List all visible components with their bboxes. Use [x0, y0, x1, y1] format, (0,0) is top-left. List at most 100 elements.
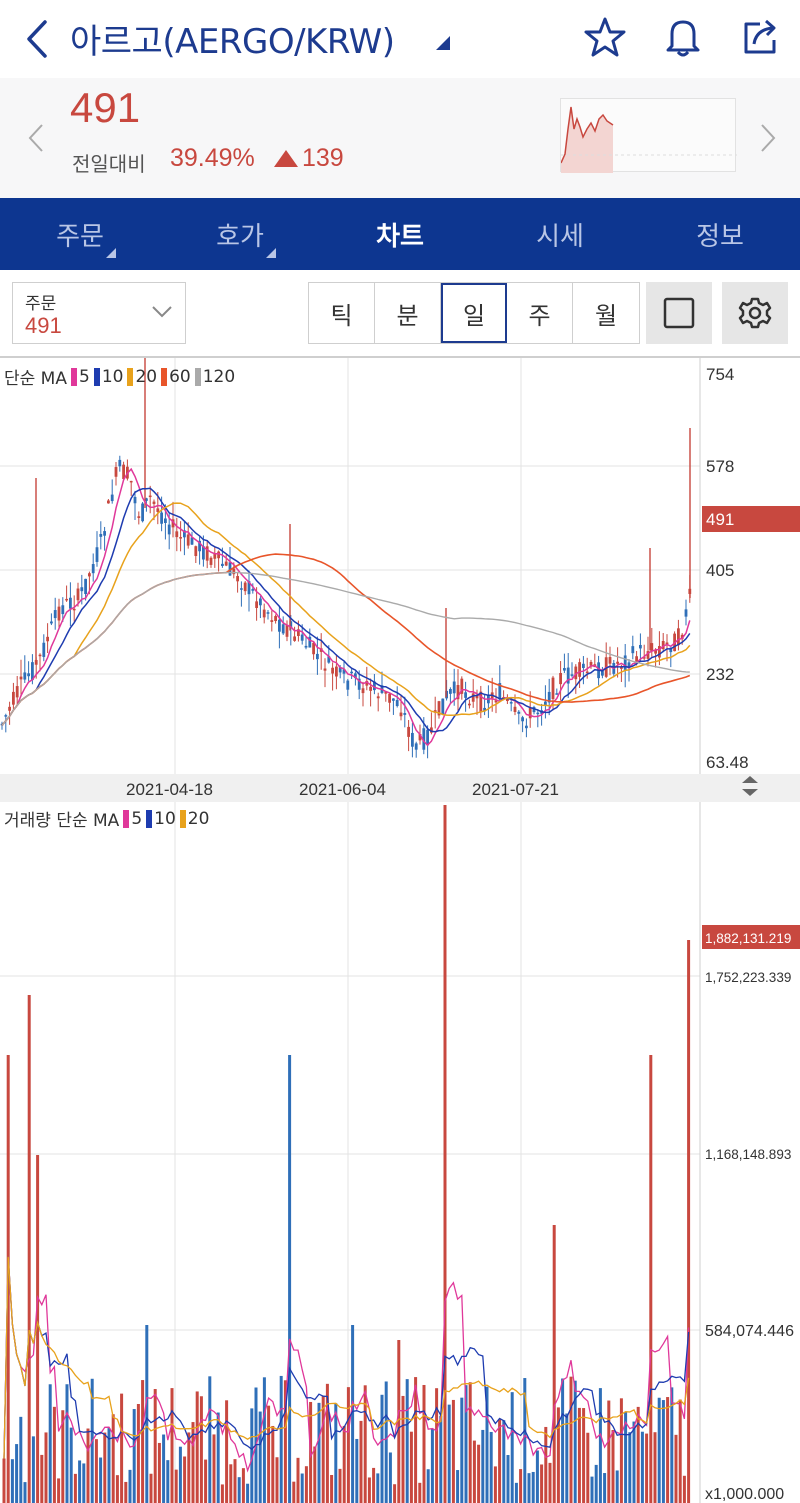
candle-body: [361, 688, 365, 694]
pane-resize-icon[interactable]: [742, 776, 758, 796]
tab-chart[interactable]: 차트: [320, 198, 480, 270]
prev-coin-button[interactable]: [24, 118, 48, 158]
period-day-button[interactable]: 일: [441, 283, 507, 343]
fullscreen-button[interactable]: [646, 282, 712, 344]
volume-bar: [376, 1473, 380, 1503]
legend-ma5: 5: [131, 808, 143, 829]
tab-orderbook[interactable]: 호가: [160, 198, 320, 270]
volume-bar: [372, 1467, 376, 1503]
candle-body: [449, 688, 452, 694]
volume-bar: [586, 1432, 590, 1503]
back-button[interactable]: [22, 16, 52, 62]
candle-body: [441, 698, 445, 715]
candle-body: [437, 701, 441, 716]
tab-label: 호가: [216, 221, 264, 252]
candle-body: [300, 634, 304, 641]
candle-body: [650, 643, 654, 652]
volume-bar: [418, 1482, 422, 1503]
tab-order[interactable]: 주문: [0, 198, 160, 270]
volume-bar: [31, 1436, 35, 1503]
chart-canvas[interactable]: 754 578 405 232 63.48 491 2021-04-18 202…: [0, 358, 800, 1503]
volume-bar: [582, 1408, 586, 1503]
tab-menu-icon: [106, 248, 116, 258]
chart-area[interactable]: 754 578 405 232 63.48 491 2021-04-18 202…: [0, 356, 800, 1503]
candle-body: [669, 647, 673, 653]
candle-body: [684, 609, 688, 617]
period-selector: 틱 분 일 주 월: [308, 282, 640, 344]
period-month-button[interactable]: 월: [573, 283, 639, 343]
order-select[interactable]: 주문 491: [12, 282, 186, 344]
alert-button[interactable]: [660, 14, 706, 60]
candle-body: [338, 667, 342, 673]
candle-body: [623, 655, 627, 670]
period-week-button[interactable]: 주: [507, 283, 573, 343]
candle-body: [665, 642, 669, 645]
candle-body: [323, 668, 327, 671]
volume-bar: [535, 1450, 539, 1503]
volume-bar: [447, 1404, 451, 1503]
chart-toolbar: 주문 491 틱 분 일 주 월: [0, 270, 800, 356]
volume-bar: [233, 1459, 237, 1503]
candle-body: [171, 519, 175, 528]
volume-bar: [401, 1395, 405, 1503]
candle-body: [350, 671, 353, 674]
candle-body: [354, 673, 357, 679]
candle-body: [88, 573, 91, 577]
candle-body: [563, 668, 566, 671]
volume-bar: [279, 1375, 283, 1503]
volume-bar: [191, 1422, 195, 1503]
volume-bar: [355, 1438, 359, 1503]
volume-bar: [674, 1434, 678, 1503]
candle-body: [175, 531, 179, 538]
candle-body: [255, 601, 258, 608]
candle-body: [525, 725, 528, 729]
volume-bar: [52, 1406, 56, 1503]
candle-body: [46, 636, 49, 642]
volume-bar: [682, 1475, 686, 1503]
candle-body: [616, 661, 619, 664]
volume-bar: [128, 1469, 132, 1503]
volume-bar: [577, 1407, 581, 1503]
volume-bar: [338, 1468, 342, 1503]
share-button[interactable]: [738, 14, 784, 60]
candle-body: [118, 459, 122, 467]
favorite-button[interactable]: [582, 14, 628, 60]
candle-body: [430, 727, 433, 733]
period-minute-button[interactable]: 분: [375, 283, 441, 343]
candle-body: [148, 495, 152, 498]
chevron-left-icon: [27, 20, 47, 58]
volume-bar: [262, 1377, 266, 1503]
candle-body: [517, 711, 521, 714]
candle-body: [654, 649, 657, 654]
next-coin-button[interactable]: [756, 118, 780, 158]
volume-bar: [111, 1414, 115, 1503]
volume-bar: [157, 1442, 161, 1503]
period-tick-button[interactable]: 틱: [309, 283, 375, 343]
volume-bar: [288, 1055, 292, 1503]
page-title[interactable]: 아르고(AERGO/KRW): [70, 22, 395, 62]
volume-bar: [670, 1387, 674, 1503]
volume-bar: [540, 1464, 544, 1503]
title-dropdown-icon[interactable]: [436, 36, 450, 50]
main-tabs: 주문 호가 차트 시세 정보: [0, 198, 800, 270]
settings-button[interactable]: [722, 282, 788, 344]
volume-bar: [107, 1428, 111, 1503]
volume-bar: [195, 1391, 199, 1503]
tab-info[interactable]: 정보: [640, 198, 800, 270]
legend-ma60: 60: [169, 366, 191, 387]
volume-bar: [141, 1380, 145, 1503]
candle-body: [479, 691, 483, 713]
date-axis-label: 2021-06-04: [299, 780, 386, 799]
legend-swatch: [146, 809, 153, 828]
tab-market-price[interactable]: 시세: [480, 198, 640, 270]
candle-body: [72, 608, 76, 611]
tab-menu-icon: [266, 248, 276, 258]
gear-icon: [738, 297, 772, 329]
candle-body: [308, 636, 312, 648]
candle-body: [388, 693, 391, 703]
volume-bar: [321, 1396, 325, 1503]
candle-body: [620, 666, 623, 669]
candle-body: [392, 698, 395, 701]
volume-bar: [409, 1431, 413, 1503]
current-price-tag: [702, 506, 800, 532]
